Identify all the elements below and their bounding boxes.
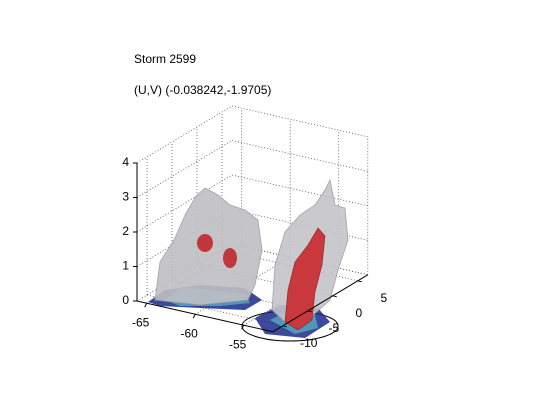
core-surface [223,248,237,268]
z-tick-label: 1 [122,259,129,273]
y-tick [307,310,312,313]
grid-line [136,209,233,267]
y-axis [272,274,369,333]
axes: -65 -60 -55 -10 -5 0 5 0 1 2 3 4 [122,155,387,351]
x-tick-label: -55 [229,337,247,351]
grid-line [136,105,233,164]
x-tick [144,302,148,308]
isosurfaces [148,178,349,342]
grid-line [231,105,368,138]
y-tick-label: 5 [380,291,387,305]
grid-line [231,174,368,207]
grid-line [196,264,333,297]
x-tick [192,313,196,319]
y-tick [357,280,362,283]
x-tick [241,324,245,330]
z-tick-label: 2 [122,224,129,238]
core-surface [284,227,326,331]
y-tick-label: -5 [328,321,339,335]
chart-title: Storm 2599 [134,52,196,66]
x-tick-label: -65 [132,315,150,329]
grid-line [136,243,233,302]
grid-line [136,174,233,233]
grid-line [136,140,233,198]
y-tick-label: -10 [300,336,318,350]
chart-subtitle: (U,V) (-0.038242,-1.9705) [134,83,271,97]
y-tick [282,325,287,328]
y-tick-label: 0 [355,306,362,320]
x-tick-label: -60 [181,326,199,340]
grid-line [231,140,368,172]
z-tick-label: 0 [122,293,129,307]
z-tick-label: 4 [122,155,129,169]
core-surface [197,234,213,252]
y-tick [332,295,337,298]
grid-line [146,294,283,327]
z-tick-label: 3 [122,190,129,204]
x-axis [136,300,273,333]
